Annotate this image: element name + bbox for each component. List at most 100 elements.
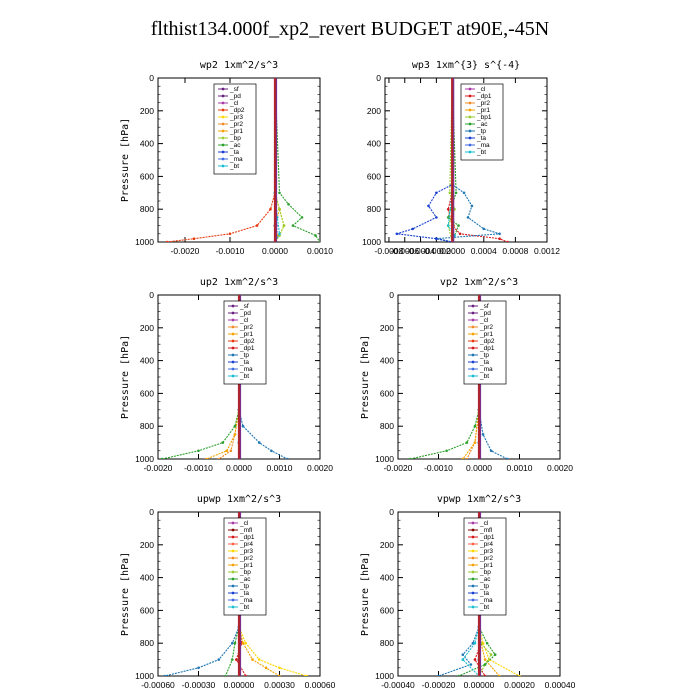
- legend-label: _pr4: [479, 541, 493, 548]
- y-tick-label: 200: [367, 106, 381, 116]
- data-point_tp: [270, 449, 273, 453]
- y-tick-label: 0: [149, 507, 154, 517]
- legend-marker: [231, 311, 235, 315]
- panel-title: vpwp 1xm^2/s^3: [437, 494, 521, 505]
- legend-marker: [471, 311, 475, 315]
- legend-marker: [231, 325, 235, 329]
- legend-box: [223, 300, 267, 385]
- legend-label: _pr2: [476, 100, 490, 107]
- legend-label: _ta: [239, 359, 249, 366]
- legend-marker: [221, 157, 225, 161]
- data-point_ac: [300, 216, 304, 219]
- legend-marker: [231, 374, 235, 378]
- legend: _sf_pd_cl_pr2_pr1_dp2_dp1_tp_ta_ma_bt: [463, 300, 507, 385]
- series-line_ac: [274, 78, 320, 242]
- data-point_tp: [498, 232, 501, 236]
- series-line_ac: [409, 295, 480, 459]
- legend-label: _bt: [479, 604, 489, 611]
- legend-label: _bp: [229, 135, 241, 142]
- legend-marker: [221, 94, 225, 98]
- x-tick-label: -0.0010: [216, 246, 245, 256]
- data-point_pr1: [225, 449, 229, 453]
- legend-label: _ta: [479, 359, 489, 366]
- y-tick-label: 200: [140, 323, 154, 333]
- legend-marker: [468, 101, 472, 105]
- y-tick-label: 600: [380, 388, 394, 398]
- data-point_ac: [318, 240, 320, 242]
- data-point_pr3: [481, 641, 485, 645]
- legend-marker: [221, 143, 225, 147]
- legend-marker: [471, 374, 475, 378]
- legend-label: _bt: [239, 604, 249, 611]
- legend-marker: [471, 318, 475, 322]
- legend-label: _bp: [479, 569, 491, 576]
- legend-label: _tp: [479, 352, 489, 359]
- data-point_pr1: [497, 674, 501, 676]
- data-point_ta: [411, 227, 414, 231]
- y-tick-label: 1000: [135, 454, 154, 464]
- legend-label: _ta: [229, 149, 239, 156]
- legend-marker: [231, 360, 235, 364]
- legend-label: _dp2: [479, 338, 495, 345]
- legend-marker: [468, 136, 472, 140]
- data-point_tp: [470, 204, 474, 208]
- legend-marker: [471, 577, 475, 581]
- x-tick-label: 0.0008: [502, 246, 528, 256]
- y-tick-label: 400: [380, 573, 394, 583]
- y-tick-label: 200: [140, 106, 154, 116]
- y-tick-label: 1000: [375, 454, 394, 464]
- legend-label: _ta: [479, 590, 489, 597]
- legend-marker: [231, 367, 235, 371]
- legend-label: _ma: [479, 597, 493, 604]
- x-tick-label: -0.00040: [381, 680, 415, 690]
- panel-title: wp3 1xm^{3} s^{-4}: [412, 60, 520, 71]
- x-tick-label: 0.00060: [305, 680, 336, 690]
- data-point_tp: [257, 441, 261, 444]
- data-point_ac: [221, 441, 225, 444]
- data-point_bt: [446, 224, 450, 227]
- y-tick-label: 200: [380, 323, 394, 333]
- data-point_ta: [435, 191, 438, 195]
- panel-title: up2 1xm^2/s^3: [200, 277, 278, 288]
- legend-marker: [221, 164, 225, 168]
- legend-marker: [231, 577, 235, 581]
- legend-marker: [471, 598, 475, 602]
- legend: _cl_mfl_dp1_pr4_pr3_pr2_pr1_bp_ac_tp_ta_…: [223, 517, 267, 616]
- legend-label: _pr2: [239, 324, 253, 331]
- data-point_bp: [282, 224, 286, 227]
- y-tick-label: 600: [140, 171, 154, 181]
- x-tick-label: 0.0000: [262, 246, 288, 256]
- data-point_tp: [482, 227, 486, 231]
- data-point_pr1: [264, 666, 268, 670]
- legend-box: [463, 517, 507, 616]
- x-tick-label: 0.0000: [226, 463, 252, 473]
- data-point_ac: [291, 224, 295, 227]
- legend-marker: [231, 521, 235, 525]
- legend-marker: [471, 353, 475, 357]
- panel-title: wp2 1xm^2/s^3: [200, 60, 278, 71]
- legend-marker: [471, 591, 475, 595]
- legend-box: [460, 83, 504, 161]
- legend-label: _ma: [239, 366, 253, 373]
- data-point_bp: [278, 207, 281, 211]
- data-point_ta: [427, 204, 430, 208]
- legend-box: [223, 517, 267, 616]
- legend-marker: [231, 549, 235, 553]
- legend-label: _cl: [229, 100, 239, 107]
- legend-label: _ma: [476, 142, 490, 149]
- legend: _sf_pd_cl_pr2_pr1_dp2_dp1_tp_ta_ma_bt: [223, 300, 267, 385]
- legend-marker: [471, 556, 475, 560]
- legend-label: _ac: [229, 142, 241, 149]
- legend-marker: [468, 108, 472, 112]
- legend-marker: [471, 360, 475, 364]
- legend-label: _ta: [476, 135, 486, 142]
- x-tick-label: 0.0020: [307, 463, 333, 473]
- x-tick-label: -0.0008: [375, 246, 404, 256]
- legend: _cl_dp1_pr2_pr1_bp1_ac_tp_ta_ma_bt: [460, 83, 504, 161]
- y-tick-label: 600: [140, 388, 154, 398]
- data-point_dp1: [235, 658, 238, 661]
- data-point_dp2: [269, 207, 272, 211]
- y-tick-label: 1000: [135, 671, 154, 681]
- data-point_pr3: [305, 674, 308, 676]
